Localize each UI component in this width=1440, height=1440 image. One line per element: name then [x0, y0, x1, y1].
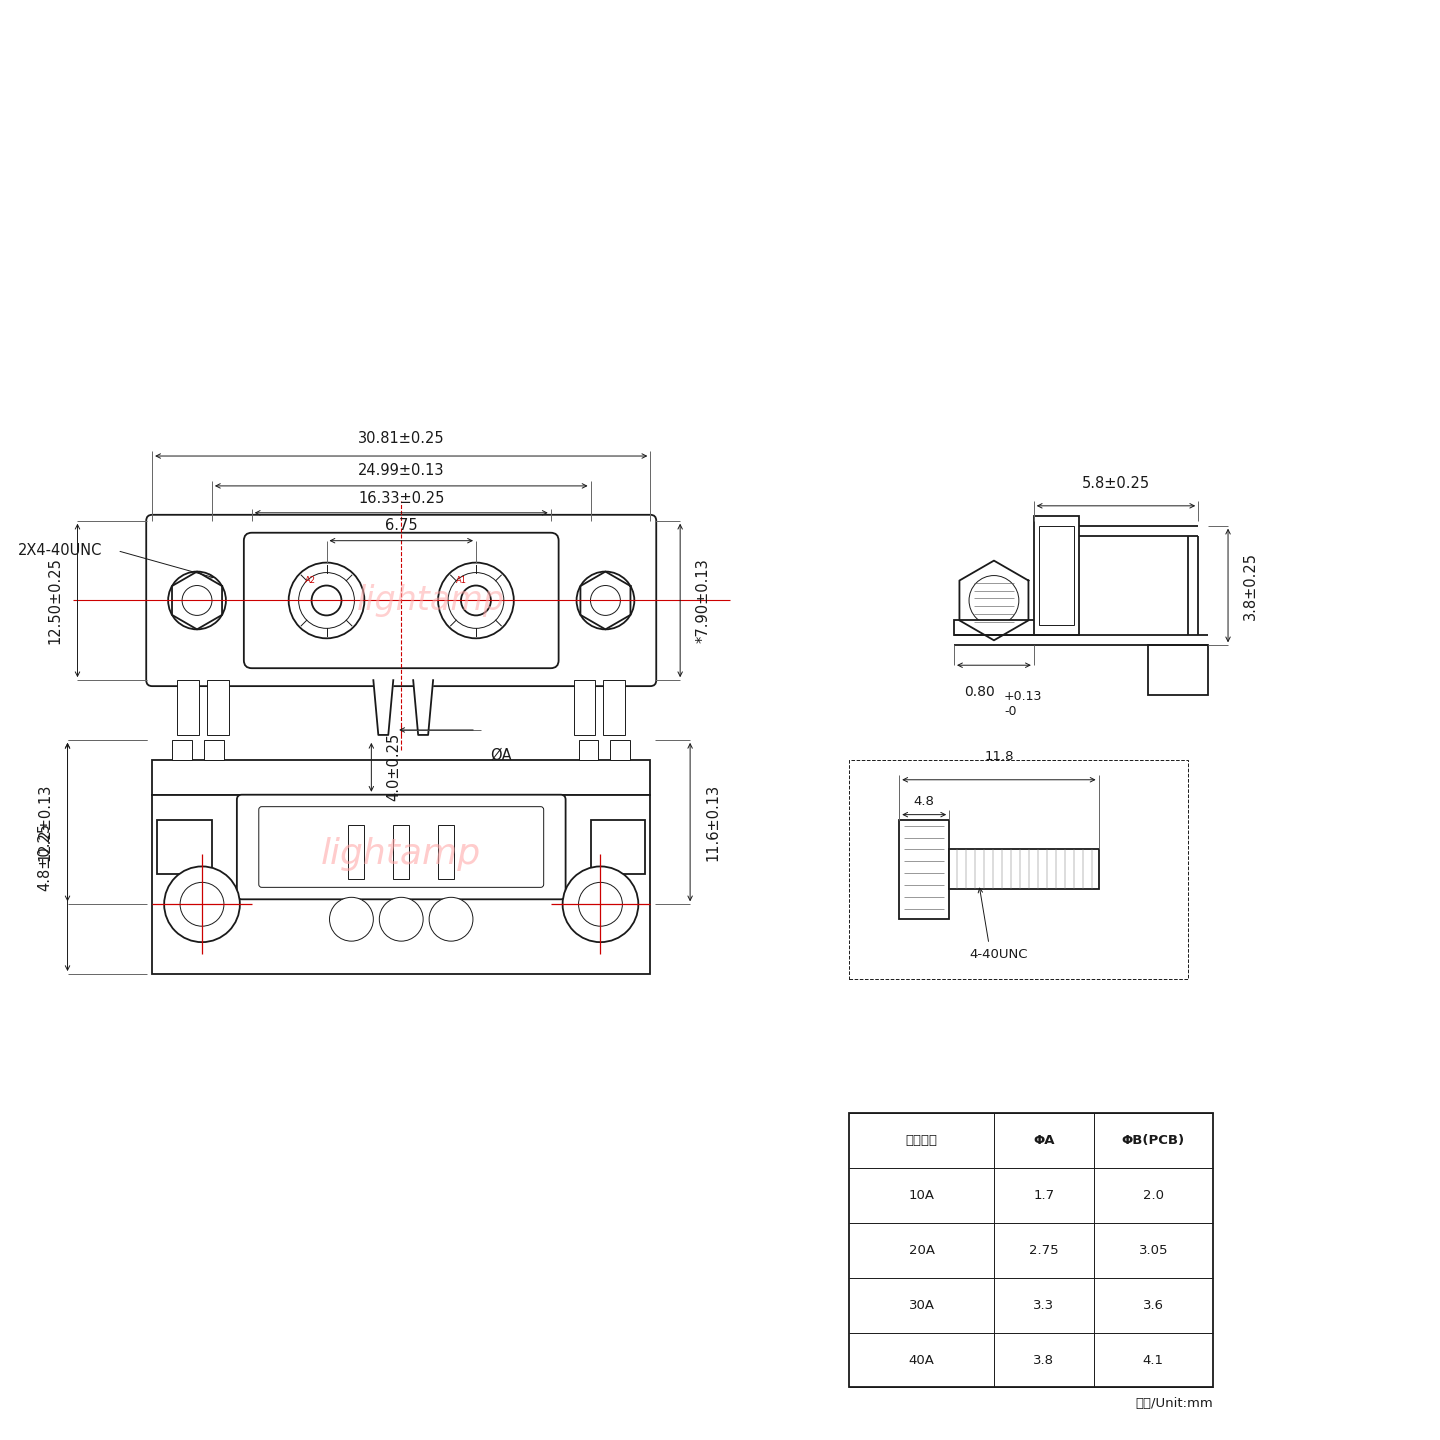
Bar: [348, 825, 364, 880]
Bar: [1148, 645, 1208, 696]
FancyBboxPatch shape: [147, 514, 657, 685]
Text: 5.8±0.25: 5.8±0.25: [1081, 475, 1151, 491]
Text: 30A: 30A: [909, 1299, 935, 1312]
Circle shape: [330, 897, 373, 942]
Text: *7.90±0.13: *7.90±0.13: [696, 559, 710, 642]
Circle shape: [969, 576, 1020, 625]
FancyBboxPatch shape: [243, 533, 559, 668]
Text: A1: A1: [456, 576, 467, 585]
Text: 12.2±0.13: 12.2±0.13: [37, 783, 53, 861]
Bar: [438, 825, 454, 880]
Text: ØA: ØA: [490, 747, 511, 762]
Text: 单位/Unit:mm: 单位/Unit:mm: [1135, 1397, 1212, 1410]
Bar: [153, 760, 651, 795]
Text: 4.0±0.25: 4.0±0.25: [386, 733, 402, 802]
Bar: [611, 740, 631, 760]
Circle shape: [448, 573, 504, 628]
Bar: [949, 850, 1099, 890]
Text: ΦA: ΦA: [1032, 1135, 1054, 1148]
Text: 3.8±0.25: 3.8±0.25: [1243, 552, 1259, 619]
Text: 12.50±0.25: 12.50±0.25: [48, 557, 62, 644]
Bar: [153, 795, 651, 973]
Text: lightamp: lightamp: [321, 838, 481, 871]
Bar: [590, 819, 645, 874]
Bar: [173, 740, 192, 760]
Circle shape: [429, 897, 472, 942]
Text: 30.81±0.25: 30.81±0.25: [359, 431, 445, 446]
Text: 11.6±0.13: 11.6±0.13: [706, 783, 720, 861]
Bar: [157, 819, 212, 874]
Text: 2.0: 2.0: [1143, 1189, 1164, 1202]
Text: 4.8: 4.8: [914, 795, 935, 808]
Text: 10A: 10A: [909, 1189, 935, 1202]
Circle shape: [311, 586, 341, 615]
Text: 0.80: 0.80: [963, 685, 995, 700]
Bar: [573, 680, 596, 734]
Bar: [955, 621, 1044, 635]
Text: 4-40UNC: 4-40UNC: [969, 948, 1028, 960]
Text: 11.8: 11.8: [984, 750, 1014, 763]
Text: 4.1: 4.1: [1143, 1354, 1164, 1367]
Text: 1.7: 1.7: [1032, 1189, 1054, 1202]
Circle shape: [288, 563, 364, 638]
Circle shape: [590, 586, 621, 615]
Text: 3.05: 3.05: [1139, 1244, 1168, 1257]
Text: 3.3: 3.3: [1032, 1299, 1054, 1312]
Bar: [1038, 526, 1074, 625]
Bar: [204, 740, 225, 760]
Circle shape: [438, 563, 514, 638]
Circle shape: [164, 867, 240, 942]
Text: 40A: 40A: [909, 1354, 935, 1367]
FancyBboxPatch shape: [236, 795, 566, 900]
Circle shape: [579, 883, 622, 926]
Circle shape: [379, 897, 423, 942]
Text: A2: A2: [305, 576, 315, 585]
Polygon shape: [413, 680, 433, 734]
Bar: [850, 760, 1188, 979]
Text: ΦB(PCB): ΦB(PCB): [1122, 1135, 1185, 1148]
Text: 24.99±0.13: 24.99±0.13: [359, 462, 445, 478]
Text: 3.8: 3.8: [1034, 1354, 1054, 1367]
Polygon shape: [373, 680, 393, 734]
Text: 6.75: 6.75: [384, 518, 418, 533]
Text: 2.75: 2.75: [1030, 1244, 1058, 1257]
Bar: [393, 825, 409, 880]
Text: lightamp: lightamp: [357, 585, 505, 616]
Bar: [603, 680, 625, 734]
Text: 4.8±0.25: 4.8±0.25: [37, 822, 53, 891]
Circle shape: [298, 573, 354, 628]
Text: +0.13
-0: +0.13 -0: [1004, 690, 1043, 719]
Circle shape: [181, 586, 212, 615]
Bar: [579, 740, 599, 760]
Bar: [850, 1113, 1212, 1387]
Bar: [207, 680, 229, 734]
Bar: [900, 819, 949, 919]
Bar: [1034, 516, 1079, 635]
Text: 20A: 20A: [909, 1244, 935, 1257]
Circle shape: [563, 867, 638, 942]
Text: 3.6: 3.6: [1143, 1299, 1164, 1312]
Circle shape: [461, 586, 491, 615]
Circle shape: [168, 572, 226, 629]
Text: 16.33±0.25: 16.33±0.25: [359, 491, 445, 505]
Circle shape: [576, 572, 635, 629]
Text: 额定电流: 额定电流: [906, 1135, 937, 1148]
Circle shape: [180, 883, 225, 926]
FancyBboxPatch shape: [259, 806, 544, 887]
Bar: [177, 680, 199, 734]
Text: 2X4-40UNC: 2X4-40UNC: [17, 543, 102, 559]
Polygon shape: [959, 560, 1028, 641]
